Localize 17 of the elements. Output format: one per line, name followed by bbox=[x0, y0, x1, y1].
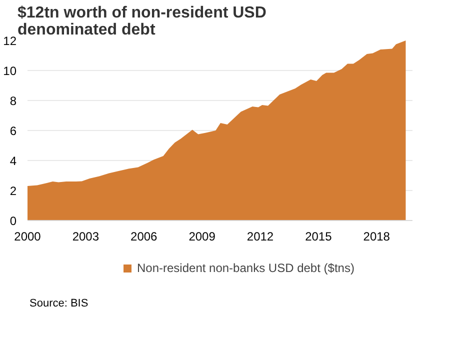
x-tick-label: 2003 bbox=[72, 230, 100, 244]
legend-label: Non-resident non-banks USD debt ($tns) bbox=[137, 261, 354, 275]
y-tick-label: 2 bbox=[10, 184, 17, 198]
source-note: Source: BIS bbox=[30, 298, 88, 310]
y-tick-label: 8 bbox=[10, 94, 17, 108]
y-tick-label: 6 bbox=[10, 124, 17, 138]
x-tick-label: 2006 bbox=[130, 230, 158, 244]
x-tick-label: 2000 bbox=[14, 230, 42, 244]
x-tick-label: 2015 bbox=[305, 230, 332, 244]
x-tick-label: 2018 bbox=[363, 230, 390, 244]
x-tick-label: 2012 bbox=[246, 230, 274, 244]
x-tick-label: 2009 bbox=[188, 230, 216, 244]
y-tick-label: 4 bbox=[10, 154, 17, 168]
chart-title: $12tn worth of non-resident USD denominated debt bbox=[18, 4, 266, 38]
y-tick-label: 12 bbox=[3, 34, 17, 48]
y-tick-label: 0 bbox=[10, 214, 17, 228]
y-tick-label: 10 bbox=[3, 64, 17, 78]
